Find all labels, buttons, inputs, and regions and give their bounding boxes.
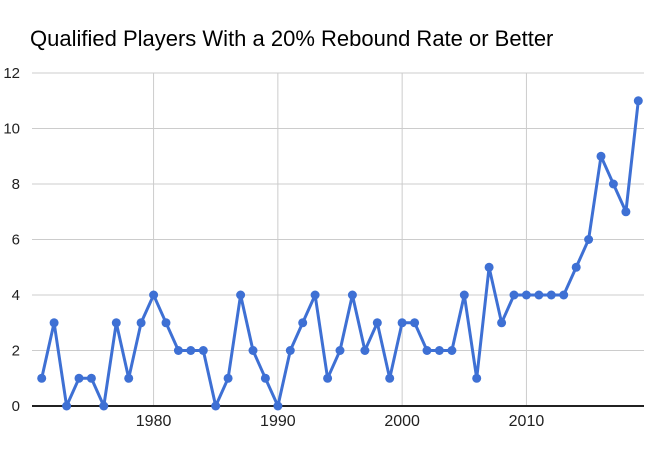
data-point-2018 bbox=[621, 207, 631, 217]
chart-title: Qualified Players With a 20% Rebound Rat… bbox=[30, 26, 554, 51]
data-point-1989 bbox=[260, 373, 270, 383]
data-point-2001 bbox=[410, 318, 420, 328]
y-tick-label-4: 4 bbox=[12, 287, 20, 304]
data-point-2017 bbox=[608, 179, 618, 189]
data-point-1981 bbox=[161, 318, 171, 328]
data-point-1988 bbox=[248, 346, 258, 355]
data-point-1985 bbox=[211, 401, 221, 411]
data-point-1987 bbox=[236, 290, 246, 300]
data-point-2019 bbox=[633, 96, 643, 106]
data-point-1996 bbox=[347, 290, 357, 300]
data-point-1976 bbox=[99, 401, 109, 411]
data-point-1975 bbox=[86, 373, 96, 383]
data-point-2005 bbox=[459, 290, 469, 300]
data-series-line bbox=[40, 99, 640, 408]
data-point-1978 bbox=[124, 373, 134, 383]
x-tick-label-2000: 2000 bbox=[384, 413, 420, 430]
y-tick-label-12: 12 bbox=[3, 65, 20, 82]
data-point-2002 bbox=[422, 346, 432, 355]
data-point-1977 bbox=[111, 318, 121, 328]
data-point-1999 bbox=[385, 373, 395, 383]
data-point-2012 bbox=[546, 290, 556, 300]
data-point-2011 bbox=[534, 290, 544, 300]
data-point-1982 bbox=[173, 346, 183, 355]
data-point-2009 bbox=[509, 290, 519, 300]
data-point-1972 bbox=[49, 318, 59, 328]
x-tick-label-2010: 2010 bbox=[509, 413, 545, 430]
data-point-1971 bbox=[37, 373, 47, 383]
data-point-2016 bbox=[596, 151, 606, 161]
data-point-1979 bbox=[136, 318, 146, 328]
data-point-2003 bbox=[434, 346, 444, 355]
data-point-1986 bbox=[223, 373, 233, 383]
data-point-1984 bbox=[198, 346, 208, 355]
data-point-1983 bbox=[186, 346, 196, 355]
data-point-2014 bbox=[571, 262, 581, 272]
x-tick-label-1980: 1980 bbox=[136, 413, 172, 430]
y-tick-label-10: 10 bbox=[3, 121, 20, 138]
data-point-1980 bbox=[149, 290, 159, 300]
data-point-1991 bbox=[285, 346, 295, 355]
y-tick-label-6: 6 bbox=[12, 232, 20, 249]
data-point-2013 bbox=[559, 290, 569, 300]
data-point-1992 bbox=[298, 318, 308, 328]
data-point-2006 bbox=[472, 373, 482, 383]
data-point-2010 bbox=[521, 290, 531, 300]
data-point-1997 bbox=[360, 346, 370, 355]
data-point-1994 bbox=[323, 373, 333, 383]
data-point-1974 bbox=[74, 373, 84, 383]
y-tick-label-8: 8 bbox=[12, 176, 20, 193]
data-point-2004 bbox=[447, 346, 457, 355]
data-point-1998 bbox=[372, 318, 382, 328]
x-tick-label-1990: 1990 bbox=[260, 413, 296, 430]
data-point-1973 bbox=[62, 401, 72, 411]
y-tick-label-0: 0 bbox=[12, 398, 20, 415]
y-tick-label-2: 2 bbox=[12, 343, 20, 360]
data-point-2007 bbox=[484, 262, 494, 272]
data-point-2008 bbox=[497, 318, 507, 328]
data-point-2000 bbox=[397, 318, 407, 328]
data-point-1993 bbox=[310, 290, 320, 300]
data-point-2015 bbox=[584, 235, 594, 244]
data-point-1995 bbox=[335, 346, 345, 355]
data-point-1990 bbox=[273, 401, 283, 411]
